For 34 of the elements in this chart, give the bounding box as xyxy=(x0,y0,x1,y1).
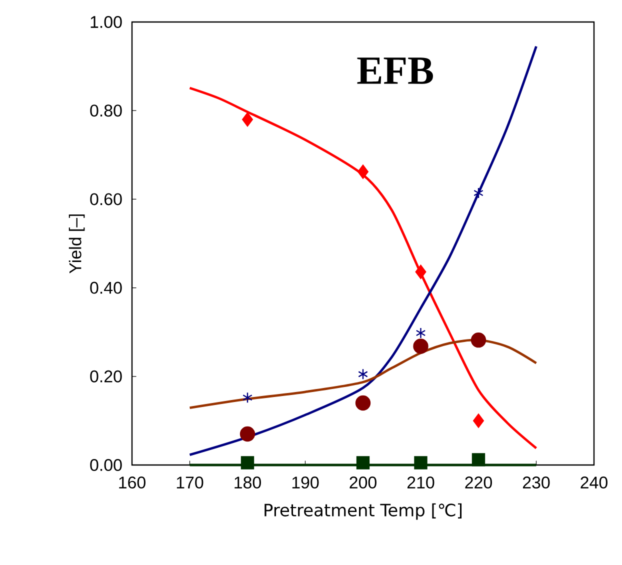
point xyxy=(356,456,370,470)
point xyxy=(416,327,426,339)
x-tick-label: 170 xyxy=(176,476,204,489)
x-tick-label: 180 xyxy=(234,476,261,489)
x-tick-label: 220 xyxy=(465,476,492,489)
point xyxy=(242,392,252,404)
point xyxy=(472,453,486,466)
y-tick-label: 0.80 xyxy=(90,104,122,117)
point xyxy=(240,456,254,470)
x-tick-label: 230 xyxy=(522,476,550,489)
point xyxy=(470,332,486,348)
x-tick-label: 200 xyxy=(350,476,376,489)
x-tick-label: 240 xyxy=(580,476,608,489)
point xyxy=(474,187,484,199)
point xyxy=(355,395,371,411)
point xyxy=(414,456,428,470)
text: EFB xyxy=(357,58,433,84)
x-axis-title: Pretreatment Temp [℃] xyxy=(264,503,462,520)
point xyxy=(413,338,428,354)
y-tick-label: 0.20 xyxy=(90,370,122,382)
point xyxy=(358,164,368,179)
point xyxy=(240,426,256,442)
point xyxy=(358,368,368,380)
y-tick-label: 1.00 xyxy=(90,16,122,28)
x-tick-label: 190 xyxy=(292,476,319,489)
point xyxy=(415,264,426,279)
x-tick-label: 210 xyxy=(407,476,434,489)
y-tick-label: 0.60 xyxy=(90,193,122,206)
y-tick-label: 0.40 xyxy=(90,282,122,294)
x-tick-label: 160 xyxy=(119,476,146,489)
y-axis-title: Yield [–] xyxy=(68,214,85,274)
point xyxy=(242,112,253,127)
point xyxy=(473,414,484,428)
y-tick-label: 0.00 xyxy=(90,459,122,471)
